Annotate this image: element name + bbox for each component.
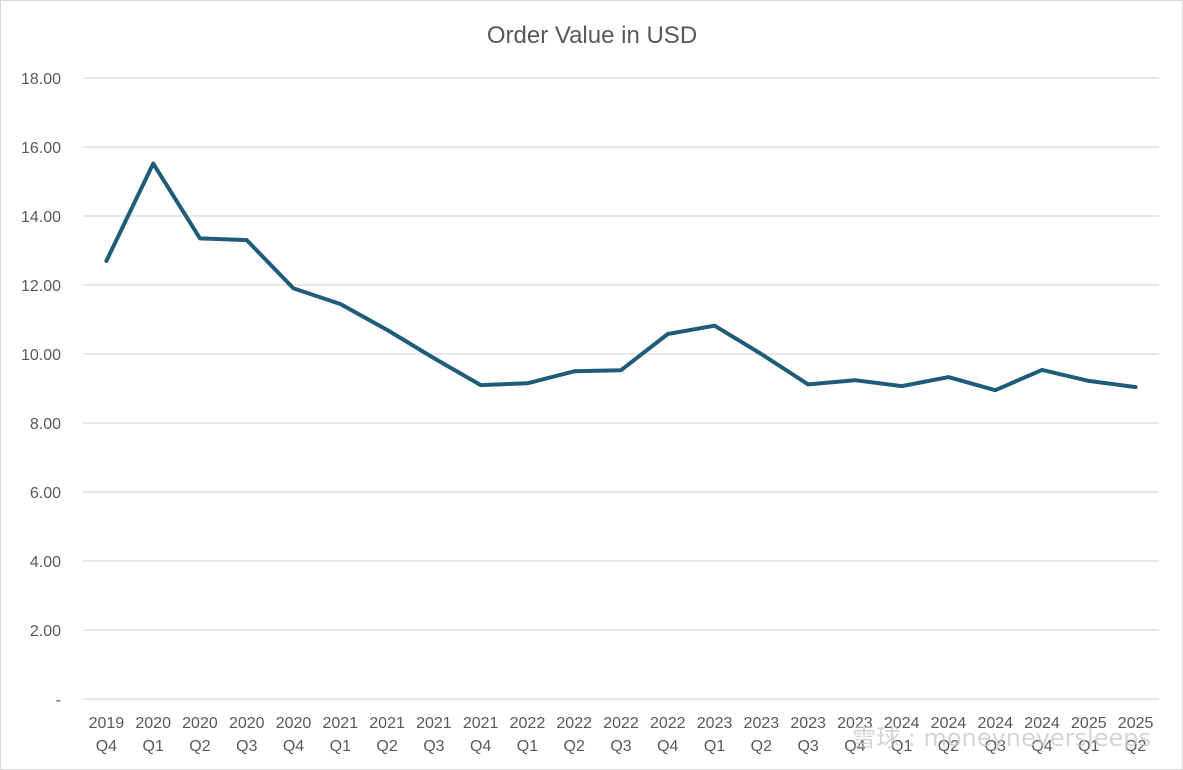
series-layer xyxy=(104,161,1138,393)
x-tick-label: 2023 Q2 xyxy=(744,715,780,755)
x-tick-label: 2021 Q4 xyxy=(463,715,499,755)
x-tick-label: 2020 Q3 xyxy=(229,715,265,755)
y-tick-label: 10.00 xyxy=(21,347,61,364)
y-tick-label: 12.00 xyxy=(21,278,61,295)
gridlines xyxy=(83,77,1159,700)
y-tick-label: 8.00 xyxy=(30,416,61,433)
y-tick-label: 16.00 xyxy=(21,140,61,157)
x-tick-label: 2022 Q2 xyxy=(556,715,592,755)
x-tick-label: 2020 Q1 xyxy=(135,715,171,755)
x-tick-label: 2024 Q1 xyxy=(884,715,920,755)
y-tick-label: - xyxy=(56,692,61,709)
x-tick-label: 2022 Q1 xyxy=(510,715,546,755)
watermark-text: 雪球 : moneyneversleeps xyxy=(852,724,1151,752)
y-tick-label: 14.00 xyxy=(21,209,61,226)
x-tick-label: 2023 Q3 xyxy=(790,715,826,755)
x-tick-label: 2020 Q4 xyxy=(276,715,312,755)
x-tick-label: 2023 Q1 xyxy=(697,715,733,755)
x-tick-label: 2024 Q3 xyxy=(977,715,1013,755)
x-tick-label: 2021 Q2 xyxy=(369,715,405,755)
x-tick-label: 2023 Q4 xyxy=(837,715,873,755)
chart-title: Order Value in USD xyxy=(487,22,697,49)
y-axis-tick-labels: - 2.00 4.00 6.00 8.00 10.00 12.00 14.00 16.00 18.… xyxy=(21,71,61,709)
x-tick-label: 2025 Q2 xyxy=(1118,715,1154,755)
x-tick-label: 2025 Q1 xyxy=(1071,715,1107,755)
series-line xyxy=(104,161,1138,393)
x-tick-label: 2022 Q3 xyxy=(603,715,639,755)
y-tick-label: 6.00 xyxy=(30,485,61,502)
y-tick-label: 4.00 xyxy=(30,554,61,571)
x-tick-label: 2024 Q2 xyxy=(931,715,967,755)
y-tick-label: 2.00 xyxy=(30,623,61,640)
y-tick-label: 18.00 xyxy=(21,71,61,88)
x-tick-label: 2022 Q4 xyxy=(650,715,686,755)
x-tick-label: 2020 Q2 xyxy=(182,715,218,755)
x-axis-tick-labels: 2019 Q4 2020 Q1 2020 Q2 2020 Q3 2020 Q4 2021 Q1 2021… xyxy=(89,715,1154,755)
x-tick-label: 2021 Q3 xyxy=(416,715,452,755)
x-tick-label: 2019 Q4 xyxy=(89,715,125,755)
x-tick-label: 2021 Q1 xyxy=(323,715,359,755)
x-tick-label: 2024 Q4 xyxy=(1024,715,1060,755)
